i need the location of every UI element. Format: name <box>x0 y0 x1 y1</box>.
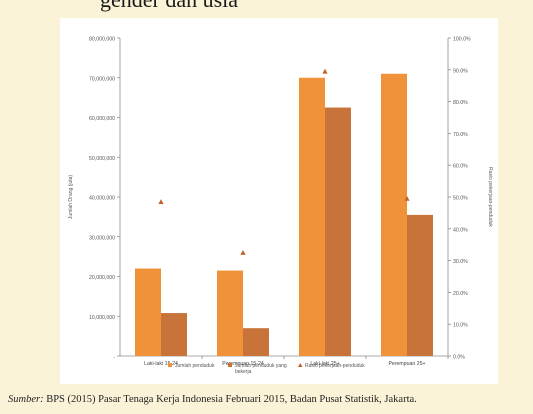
legend-label-line: bekerja <box>235 369 252 375</box>
source-text: BPS (2015) Pasar Tenaga Kerja Indonesia … <box>46 394 417 405</box>
legend-swatch <box>168 363 172 367</box>
right-tick-label: 90.0% <box>453 68 468 74</box>
bar-series-2 <box>161 313 187 356</box>
right-axis-title: Rasio pekerjaan-penduduk <box>487 167 493 227</box>
bar-series-1 <box>217 270 243 356</box>
chart-card: - 10,000,000 20,000,000 30,000,000 40,000,00… <box>60 18 498 384</box>
page-heading: gender dan usia <box>100 0 420 12</box>
legend-label: Jumlah penduduk yang bekerja <box>235 363 287 375</box>
right-tick-label: 100.0% <box>453 37 471 43</box>
right-tick-label: 20.0% <box>453 291 468 297</box>
left-tick-label: 70,000,000 <box>89 76 115 82</box>
ratio-marker <box>158 199 164 204</box>
right-tick-label: 10.0% <box>453 323 468 329</box>
x-tick-label: Laki-laki 25+ <box>310 361 339 367</box>
bar-series-1 <box>299 77 325 356</box>
x-tick-label: Perempuan 15-24 <box>222 361 264 367</box>
left-tick-label: 40,000,000 <box>89 196 115 202</box>
bar-series-2 <box>325 107 351 356</box>
left-tick-label: 80,000,000 <box>89 37 115 43</box>
bar-series-1 <box>381 73 407 357</box>
legend-label: Rasio pekerjaan-penduduk <box>305 363 365 369</box>
left-tick-label: 60,000,000 <box>89 116 115 122</box>
right-tick-label: 0.0% <box>453 355 465 361</box>
left-tick-label: - <box>113 355 115 361</box>
x-tick-label: Perempuan 25+ <box>388 361 425 367</box>
bar-series-1 <box>135 268 161 356</box>
right-tick-label: 50.0% <box>453 196 468 202</box>
left-tick-label: 10,000,000 <box>89 315 115 321</box>
left-axis-title: Jumlah Orang (juta) <box>68 175 74 220</box>
right-tick-label: 40.0% <box>453 227 468 233</box>
ratio-marker <box>240 250 246 255</box>
legend-label-line: Rasio pekerjaan-penduduk <box>305 363 365 369</box>
bar-series-2 <box>243 328 269 356</box>
ratio-marker <box>322 68 328 74</box>
right-tick-label: 80.0% <box>453 100 468 106</box>
legend-swatch <box>228 363 232 367</box>
legend-label-line: Jumlah penduduk yang <box>235 363 287 369</box>
right-tick-label: 30.0% <box>453 259 468 265</box>
left-tick-label: 30,000,000 <box>89 235 115 241</box>
right-tick-label: 60.0% <box>453 164 468 170</box>
source-note: Sumber: BPS (2015) Pasar Tenaga Kerja In… <box>8 394 528 405</box>
chart-svg: - 10,000,000 20,000,000 30,000,000 40,000,00… <box>68 37 493 376</box>
source-prefix: Sumber: <box>8 394 44 405</box>
legend-label: Jumlah penduduk <box>175 363 215 369</box>
x-tick-label: Laki-laki 15-24 <box>144 361 178 367</box>
left-tick-label: 50,000,000 <box>89 156 115 162</box>
bar-series-2 <box>407 214 433 356</box>
left-tick-label: 20,000,000 <box>89 275 115 281</box>
legend-marker <box>298 363 303 367</box>
legend-label-line: Jumlah penduduk <box>175 363 215 369</box>
right-tick-label: 70.0% <box>453 132 468 138</box>
ratio-marker <box>404 195 410 201</box>
